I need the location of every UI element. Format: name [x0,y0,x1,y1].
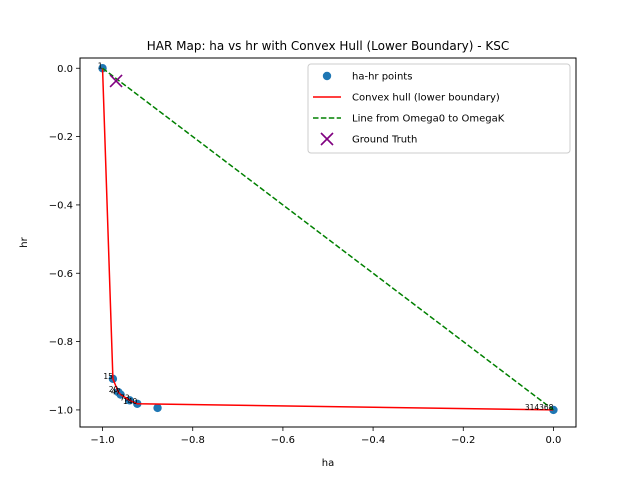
y-tick-label: −1.0 [49,405,73,416]
legend-label-hull: Convex hull (lower boundary) [352,93,500,104]
y-tick-label: −0.8 [49,337,73,348]
legend-label-omega: Line from Omega0 to OmegaK [352,114,505,125]
x-tick-label: −0.4 [361,435,385,446]
y-tick-label: −0.4 [49,200,73,211]
y-tick-label: 0.0 [57,64,73,75]
axes-frame [79,57,577,428]
point-label: 1 [98,61,103,70]
legend-box [307,63,571,154]
x-axis-label: ha [322,458,334,469]
point-label: 73 [120,393,130,402]
point-label: 140 [123,397,138,406]
point-label: 15 [103,372,113,381]
chart-title: HAR Map: ha vs hr with Convex Hull (Lowe… [147,39,510,53]
legend-label-ground-truth: Ground Truth [352,135,417,146]
y-axis-label: hr [19,236,30,247]
convex-hull-line [101,68,554,411]
legend-handle-ground-truth [320,132,334,146]
ground-truth-marker [109,74,123,88]
x-tick-label: −0.8 [181,435,205,446]
x-tick-label: −1.0 [90,435,114,446]
point-label: 20 [109,385,119,394]
legend-label-points: ha-hr points [352,72,412,83]
omega-line [102,67,554,411]
x-tick-label: −0.2 [451,435,475,446]
y-tick-label: −0.6 [49,269,73,280]
x-tick-label: 0.0 [546,435,562,446]
axis-ticks: −1.0 −0.8 −0.6 −0.4 −0.2 0.0 0.0 −0.2 −0.4 −0.6 −0… [49,64,562,446]
x-tick-label: −0.6 [271,435,295,446]
point-label: 47 [111,388,121,397]
legend: ha-hr points Convex hull (lower boundary)… [307,63,571,154]
point-label: 314368 [525,403,554,412]
legend-handle-points [322,71,332,81]
scatter-point [153,403,162,413]
y-tick-label: −0.2 [49,132,73,143]
